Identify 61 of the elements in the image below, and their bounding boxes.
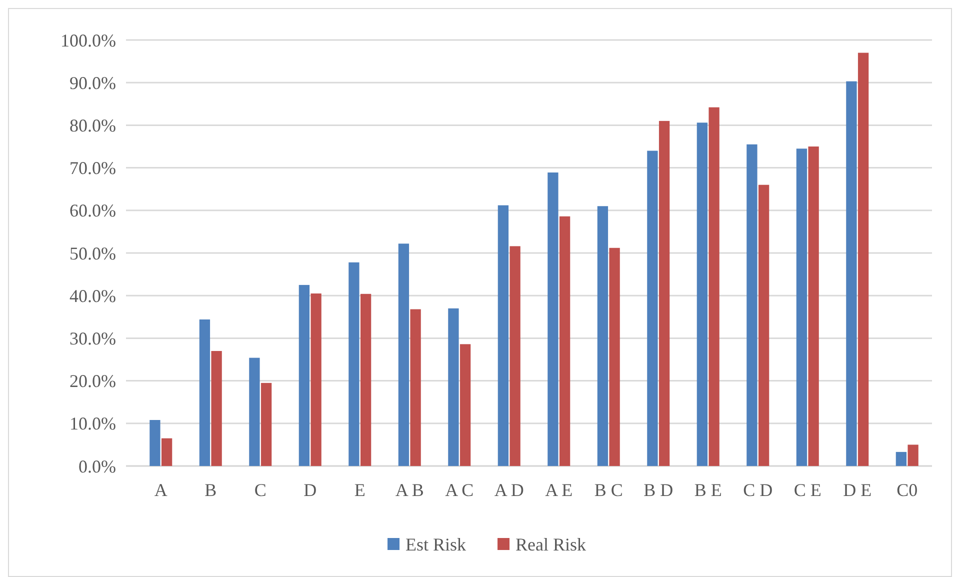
x-tick-label: A B <box>395 480 424 500</box>
y-tick-label: 70.0% <box>70 158 116 178</box>
bar <box>796 148 808 466</box>
x-tick-label: D E <box>843 480 872 500</box>
bar <box>460 344 471 466</box>
bar <box>410 309 421 466</box>
bar <box>199 319 210 466</box>
x-tick-label: B E <box>694 480 722 500</box>
bar <box>360 294 372 466</box>
bar <box>249 358 260 466</box>
bar <box>498 205 509 466</box>
y-tick-label: 80.0% <box>70 116 116 136</box>
x-tick-label: B C <box>594 480 623 500</box>
x-tick-label: B <box>204 480 217 500</box>
y-tick-label: 30.0% <box>70 328 116 348</box>
bar <box>846 81 857 466</box>
bar <box>696 122 708 466</box>
y-tick-label: 10.0% <box>70 414 116 434</box>
legend-label: Est Risk <box>406 534 466 554</box>
y-tick-label: 100.0% <box>60 30 116 50</box>
bar <box>161 438 172 466</box>
bar <box>647 150 658 466</box>
bar <box>609 248 620 466</box>
bar <box>658 120 670 466</box>
x-tick-label: A E <box>545 480 573 500</box>
x-tick-label: A <box>154 480 168 500</box>
y-tick-label: 0.0% <box>78 456 116 476</box>
legend-label: Real Risk <box>516 534 586 554</box>
bar <box>510 246 520 466</box>
bar <box>260 382 272 466</box>
bar <box>398 244 410 466</box>
bar <box>559 216 570 466</box>
bar <box>597 206 608 466</box>
bar <box>896 452 907 466</box>
bar <box>746 144 758 466</box>
x-tick-label: C0 <box>896 480 918 500</box>
x-tick-label: A C <box>445 480 474 500</box>
bar <box>150 420 160 466</box>
x-tick-label: A D <box>494 480 524 500</box>
x-tick-label: D <box>304 480 317 500</box>
y-tick-label: 20.0% <box>70 371 116 392</box>
y-tick-label: 50.0% <box>70 243 116 264</box>
y-tick-label: 60.0% <box>70 200 116 221</box>
x-tick-label: C E <box>794 480 822 500</box>
bar <box>211 350 222 466</box>
bar <box>548 172 558 466</box>
x-tick-label: C <box>254 480 266 500</box>
x-tick-label: B D <box>644 480 674 500</box>
bar <box>448 308 459 466</box>
bar <box>858 52 869 466</box>
bar <box>808 146 819 466</box>
y-tick-label: 90.0% <box>70 72 116 93</box>
bar <box>348 262 360 466</box>
y-tick-label: 40.0% <box>70 286 116 306</box>
bar <box>708 107 720 466</box>
bar <box>758 184 770 466</box>
x-tick-label: E <box>354 480 366 500</box>
bar <box>298 284 310 466</box>
bar <box>908 444 918 466</box>
bar <box>310 293 322 466</box>
x-tick-label: C D <box>743 480 773 500</box>
